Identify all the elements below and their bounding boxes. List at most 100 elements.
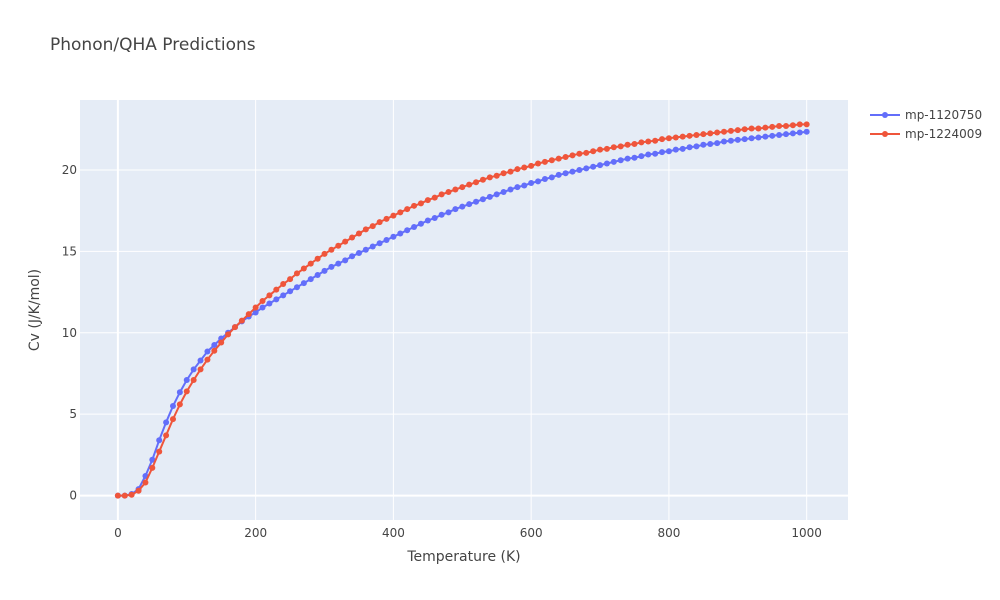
data-point	[576, 167, 583, 173]
data-point	[287, 276, 294, 283]
data-point	[514, 184, 521, 191]
data-point	[431, 194, 438, 201]
data-point	[500, 170, 507, 177]
data-point	[459, 203, 466, 210]
data-point	[390, 233, 397, 240]
data-point	[562, 153, 569, 160]
data-point	[383, 237, 390, 243]
data-point	[555, 171, 562, 178]
data-point	[624, 141, 631, 148]
data-point	[707, 140, 714, 147]
data-point	[376, 240, 383, 247]
data-point	[411, 223, 418, 230]
data-point	[204, 356, 211, 363]
data-point	[473, 198, 480, 205]
data-point	[541, 158, 548, 165]
data-point	[528, 180, 535, 187]
data-point	[183, 377, 190, 383]
data-point	[438, 211, 445, 218]
data-point	[156, 448, 163, 455]
x-tick-labels: 0 200 400 600 800 1000	[114, 526, 822, 540]
data-point	[390, 212, 397, 219]
data-point	[693, 132, 700, 138]
data-point	[211, 347, 218, 354]
data-point	[335, 242, 342, 249]
series-mp-1224009	[114, 121, 810, 499]
data-point	[404, 227, 411, 234]
legend[interactable]: mp-1120750 mp-1224009	[870, 108, 982, 141]
data-point	[424, 217, 431, 224]
data-point	[452, 186, 459, 193]
data-point	[397, 209, 404, 216]
data-point	[803, 128, 810, 135]
data-point	[417, 200, 424, 207]
data-point	[307, 260, 314, 267]
data-point	[590, 148, 597, 155]
data-point	[597, 162, 604, 169]
data-point	[665, 148, 672, 155]
x-tick-label: 800	[657, 526, 680, 540]
data-point	[190, 366, 197, 373]
data-point	[679, 133, 686, 140]
data-point	[459, 184, 466, 191]
data-point	[231, 324, 238, 331]
data-point	[211, 342, 218, 348]
data-point	[535, 160, 542, 167]
data-point	[638, 139, 645, 146]
data-point	[755, 134, 762, 141]
data-point	[349, 253, 356, 260]
data-point	[169, 416, 176, 423]
data-point	[624, 155, 631, 162]
data-point	[479, 196, 486, 203]
data-point	[169, 403, 176, 410]
data-point	[783, 131, 790, 138]
data-point	[411, 202, 418, 209]
data-point	[686, 132, 693, 139]
data-point	[569, 168, 576, 175]
data-point	[349, 234, 356, 241]
data-point	[776, 123, 783, 130]
data-point	[273, 296, 280, 303]
data-point	[300, 280, 307, 287]
data-point	[225, 331, 232, 338]
legend-item[interactable]: mp-1224009	[870, 127, 982, 141]
data-point	[748, 135, 755, 142]
data-point	[741, 126, 748, 133]
data-point	[266, 292, 273, 299]
data-point	[521, 182, 528, 189]
data-point	[163, 419, 170, 426]
data-point	[128, 491, 135, 498]
data-point	[769, 132, 776, 139]
data-point	[610, 144, 617, 151]
data-point	[693, 143, 700, 150]
data-point	[548, 157, 555, 164]
data-point	[535, 178, 542, 185]
data-point	[156, 437, 163, 444]
data-point	[369, 243, 376, 250]
data-point	[493, 191, 500, 198]
data-point	[507, 168, 514, 175]
data-point	[734, 136, 741, 143]
x-axis-title: Temperature (K)	[406, 549, 520, 565]
data-point	[479, 176, 486, 183]
data-point	[307, 276, 314, 283]
data-point	[197, 366, 204, 373]
data-point	[273, 286, 280, 293]
y-tick-label: 20	[62, 163, 77, 177]
legend-label: mp-1224009	[905, 127, 982, 141]
data-point	[190, 377, 197, 383]
data-point	[376, 219, 383, 226]
data-point	[362, 226, 369, 233]
data-point	[721, 128, 728, 135]
data-point	[679, 145, 686, 152]
data-point	[762, 133, 769, 140]
data-point	[590, 163, 597, 170]
data-point	[617, 143, 624, 150]
data-point	[652, 150, 659, 157]
data-point	[280, 280, 287, 287]
data-point	[659, 149, 666, 156]
legend-item[interactable]: mp-1120750	[870, 108, 982, 122]
data-point	[252, 304, 259, 311]
data-point	[314, 272, 321, 278]
